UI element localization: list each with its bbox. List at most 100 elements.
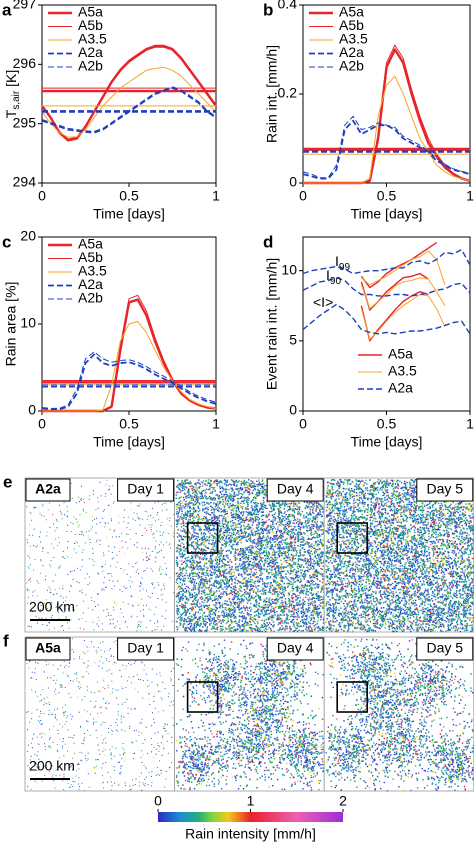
annotation: I90 xyxy=(326,267,341,287)
scale-label: 200 km xyxy=(29,599,75,615)
legend-label: A5b xyxy=(78,17,103,33)
series-line xyxy=(303,48,471,185)
series-line xyxy=(302,277,471,297)
plot-area xyxy=(302,242,471,342)
annotation: I99 xyxy=(335,253,350,273)
legend-label: A2a xyxy=(78,276,103,292)
legend-label: A5a xyxy=(339,4,364,20)
x-tick-label: 0.5 xyxy=(377,416,397,432)
y-tick-label: 10 xyxy=(20,315,36,331)
series-line xyxy=(361,250,446,286)
panel-label: e xyxy=(3,472,12,491)
annotation-text: <I> xyxy=(313,294,333,310)
legend-label: A3.5 xyxy=(78,263,107,279)
day-label: Day 1 xyxy=(127,481,164,497)
run-label: A2a xyxy=(35,481,61,497)
x-tick-label: 0 xyxy=(299,416,307,432)
legend-label: A3.5 xyxy=(78,31,107,47)
plot-area xyxy=(41,44,217,142)
zoom-box xyxy=(336,681,369,713)
rain-pixels xyxy=(176,641,324,786)
legend-label: A2b xyxy=(78,58,103,74)
day-label: Day 4 xyxy=(277,640,314,656)
plot-frame xyxy=(302,236,471,412)
series-line xyxy=(302,119,471,180)
map-background xyxy=(24,636,176,792)
legend-label: A2b xyxy=(78,290,103,306)
day-label-box xyxy=(266,637,324,661)
x-tick-label: 1 xyxy=(466,416,474,432)
rain-pixels xyxy=(325,479,474,633)
colorbar-tick-label: 2 xyxy=(339,793,347,809)
colorbar xyxy=(158,812,343,822)
run-label-box xyxy=(25,637,71,661)
x-tick-label: 0.5 xyxy=(119,416,139,432)
y-tick-label: 296 xyxy=(13,55,37,71)
day-label: Day 5 xyxy=(427,640,464,656)
series-line xyxy=(41,87,217,134)
y-tick-label: 0.2 xyxy=(278,85,298,101)
day-label-box xyxy=(416,637,474,661)
x-axis-label: Time [days] xyxy=(93,434,165,450)
zoom-box xyxy=(186,522,219,554)
x-tick-label: 0.5 xyxy=(377,188,397,204)
series-line xyxy=(41,45,217,142)
y-tick-label: 5 xyxy=(289,332,297,348)
x-axis-label: Time [days] xyxy=(351,434,423,450)
y-tick-label: 10 xyxy=(281,261,297,277)
plot-area xyxy=(302,44,471,185)
annotation-text: I xyxy=(335,253,339,269)
x-tick-label: 1 xyxy=(212,416,220,432)
zoom-box xyxy=(186,681,219,713)
series-line xyxy=(41,44,217,140)
y-axis-label-sub: s,air xyxy=(11,90,22,110)
series-line xyxy=(41,351,217,409)
y-tick-label: 0 xyxy=(28,402,36,418)
map-background xyxy=(174,636,325,792)
panel-label: b xyxy=(263,0,273,19)
series-line xyxy=(360,277,446,310)
day-label-box xyxy=(416,478,474,502)
rain-pixels xyxy=(26,638,174,791)
rain-pixels xyxy=(176,479,325,633)
series-line xyxy=(41,66,217,138)
day-label: Day 4 xyxy=(277,481,314,497)
annotation-text: I xyxy=(326,267,330,283)
y-axis-label: Rain area [%] xyxy=(3,282,19,367)
day-label-box xyxy=(117,637,175,661)
legend-label: A2a xyxy=(78,44,103,60)
y-tick-label: 0.4 xyxy=(278,0,298,12)
series-line xyxy=(302,303,471,335)
colorbar-label: Rain intensity [mm/h] xyxy=(185,826,316,842)
y-axis-label-main: T xyxy=(3,109,19,118)
panel-label: c xyxy=(2,232,11,251)
day-label: Day 5 xyxy=(427,481,464,497)
x-axis-label: Time [days] xyxy=(93,206,165,222)
y-tick-label: 20 xyxy=(20,228,36,244)
legend-label: A2b xyxy=(339,58,364,74)
plot-frame xyxy=(41,4,217,184)
legend-label: A3.5 xyxy=(339,31,368,47)
colorbar-tick-label: 0 xyxy=(154,793,162,809)
rain-pixels xyxy=(36,639,173,785)
legend-label: A2a xyxy=(339,44,364,60)
legend-label: A5b xyxy=(339,17,364,33)
legend-label: A2a xyxy=(388,380,413,396)
x-tick-label: 1 xyxy=(466,188,474,204)
y-tick-label: 0 xyxy=(289,402,297,418)
rain-pixels xyxy=(175,479,325,633)
x-tick-label: 0 xyxy=(38,188,46,204)
day-label-box xyxy=(266,478,324,502)
legend-label: A5a xyxy=(78,4,103,20)
series-line xyxy=(41,353,217,411)
series-line xyxy=(42,320,217,412)
y-tick-label: 0 xyxy=(289,174,297,190)
day-label-box xyxy=(117,478,175,502)
rain-pixels xyxy=(175,479,325,633)
annotation-sub: 90 xyxy=(330,276,342,287)
day-label: Day 1 xyxy=(127,640,164,656)
plot-area xyxy=(41,294,217,413)
series-line xyxy=(360,242,437,289)
series-line xyxy=(302,248,471,275)
zoom-box xyxy=(336,522,369,554)
